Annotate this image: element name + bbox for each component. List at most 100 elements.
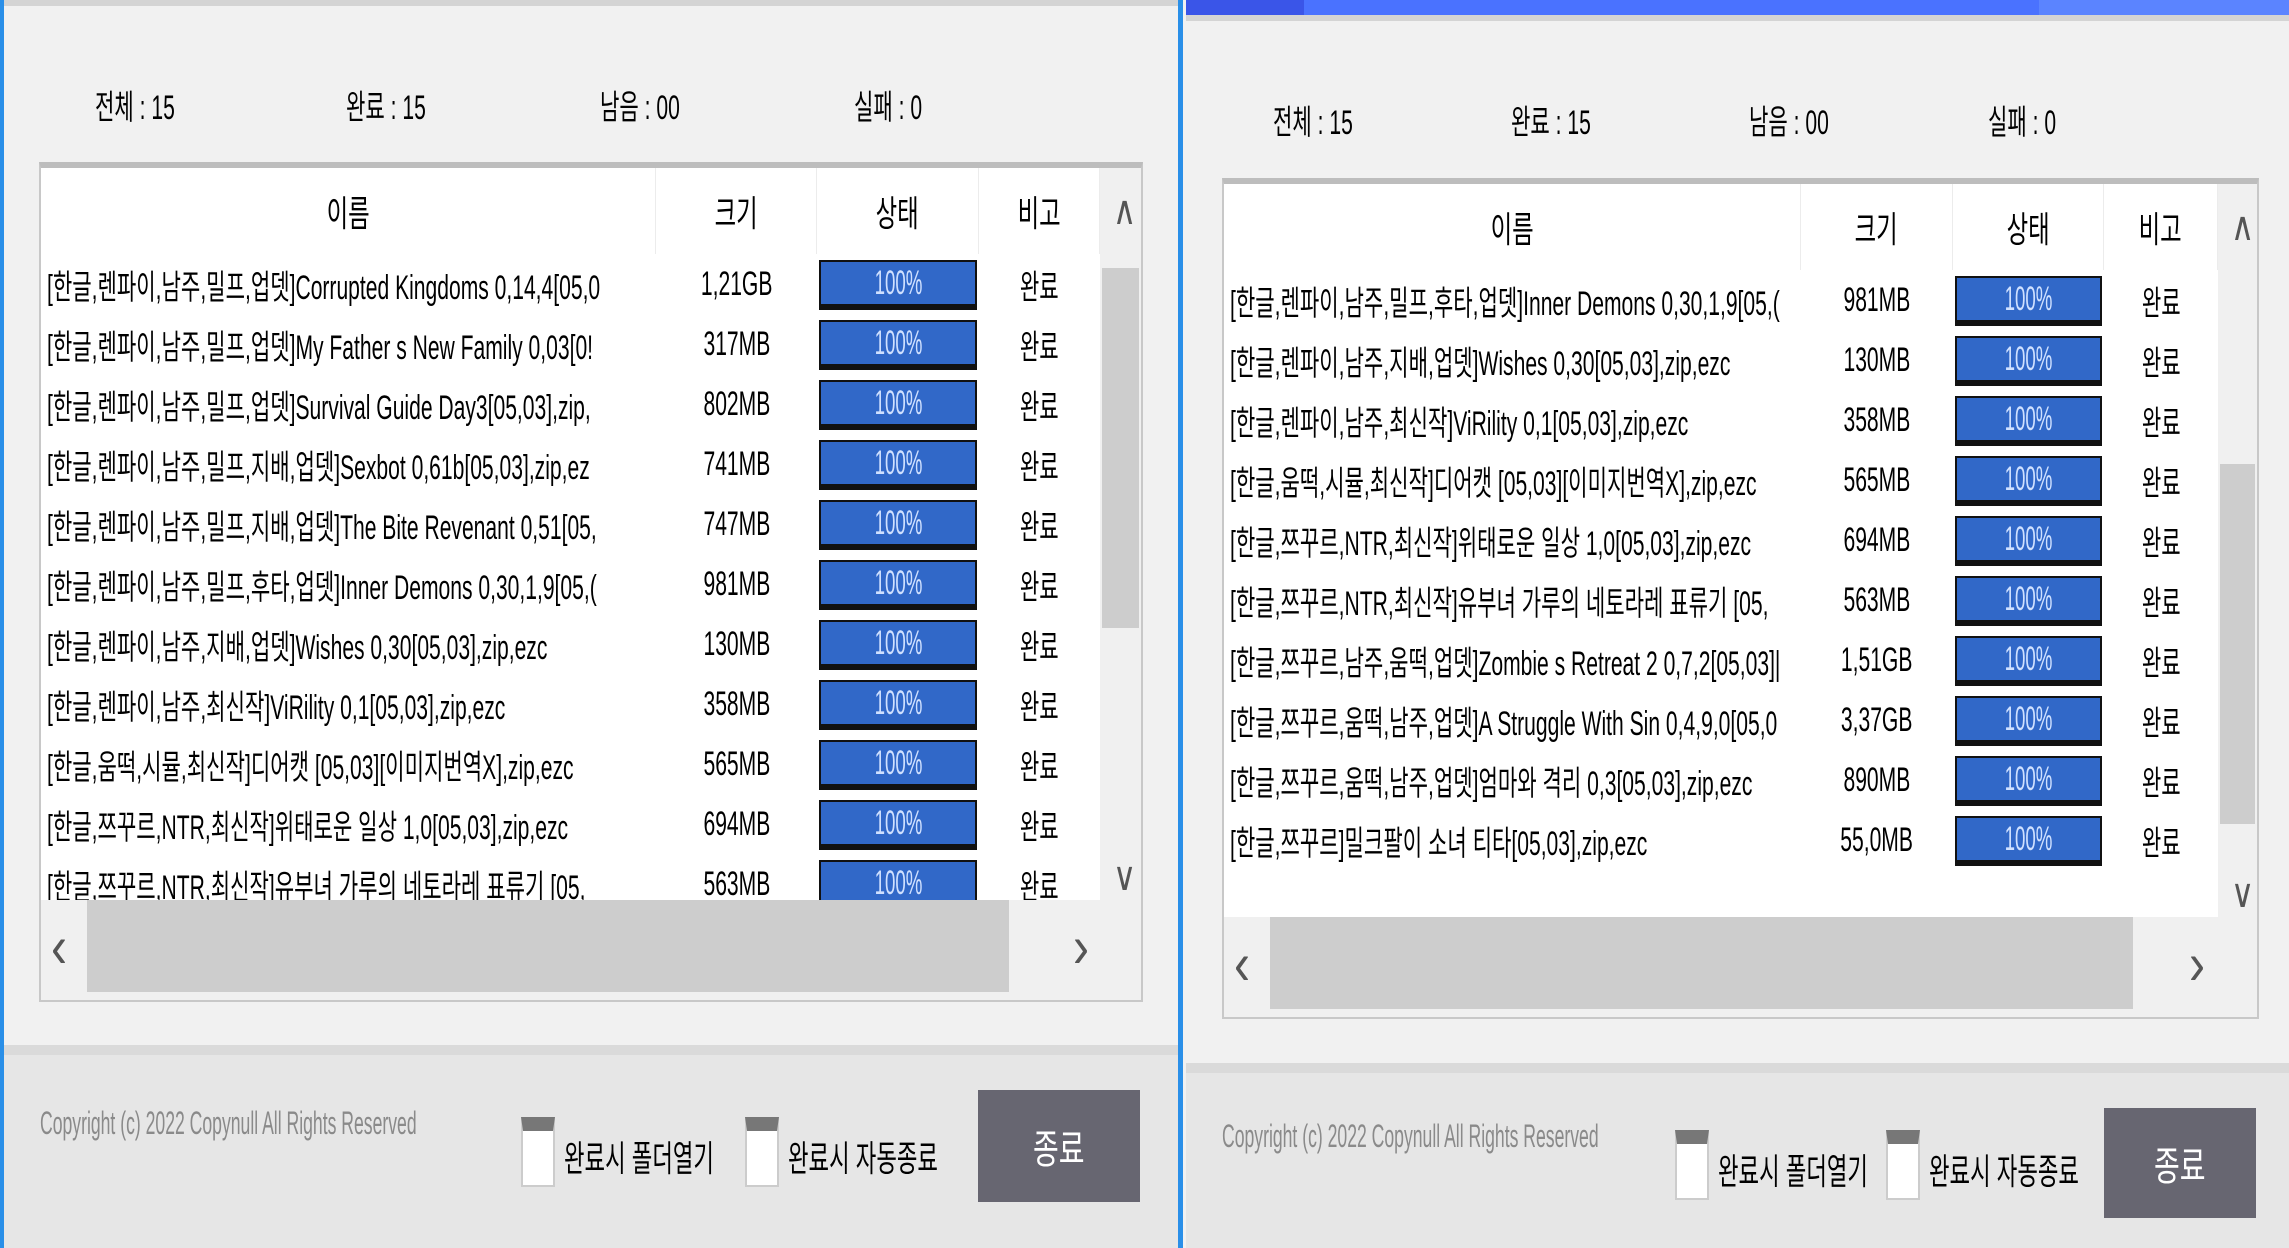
table-row[interactable]: [한글,쯔꾸르,NTR,최신작]유부녀 가루의 네토라레 표류기 [05, 563… xyxy=(1224,570,2218,630)
vertical-scrollbar[interactable]: ∧ ∨ xyxy=(1100,168,1141,900)
column-header-size[interactable]: 크기 xyxy=(656,168,817,254)
vertical-scroll-thumb[interactable] xyxy=(2220,464,2255,824)
file-note-text: 완료 xyxy=(2141,824,2181,863)
progress-bar: 100% xyxy=(1955,396,2102,446)
table-row[interactable]: [한글,쯔꾸르,움떡,남주,업뎃]A Struggle With Sin 0,4… xyxy=(1224,690,2218,750)
file-size: 565MB xyxy=(656,734,817,794)
table-row[interactable]: [한글,렌파이,남주,최신작]ViRility 0,1[05,03],zip,e… xyxy=(1224,390,2218,450)
table-row[interactable]: [한글,움떡,시뮬,최신작]디어캣 [05,03][이미지번역X],zip,ez… xyxy=(1224,450,2218,510)
file-size: 694MB xyxy=(656,794,817,854)
open-folder-checkbox[interactable] xyxy=(1675,1130,1709,1200)
scroll-right-icon[interactable]: › xyxy=(2189,930,2206,997)
file-note: 완료 xyxy=(2104,270,2218,330)
column-header-note[interactable]: 비고 xyxy=(2104,184,2218,270)
auto-exit-checkbox[interactable] xyxy=(745,1117,779,1187)
file-size-text: 981MB xyxy=(703,564,770,603)
table-row[interactable]: [한글,렌파이,남주,지배,업뎃]Wishes 0,30[05,03],zip,… xyxy=(41,614,1100,674)
progress-text: 100% xyxy=(2004,639,2053,678)
auto-exit-label: 완료시 자동종료 xyxy=(788,1138,938,1179)
file-size-text: 981MB xyxy=(1843,280,1911,319)
table-row[interactable]: [한글,렌파이,남주,밀프,후타,업뎃]Inner Demons 0,30,1,… xyxy=(1224,270,2218,330)
column-header-label: 상태 xyxy=(2006,209,2050,250)
file-size-text: 747MB xyxy=(703,504,770,543)
scroll-left-icon[interactable]: ‹ xyxy=(50,913,67,980)
exit-button[interactable]: 종료 xyxy=(2104,1108,2256,1218)
horizontal-scrollbar[interactable]: ‹ › xyxy=(1224,917,2257,1017)
table-row[interactable]: [한글,렌파이,남주,밀프,업뎃]My Father s New Family … xyxy=(41,314,1100,374)
file-note: 완료 xyxy=(979,794,1100,854)
vertical-scroll-thumb[interactable] xyxy=(1102,268,1139,628)
column-header-note[interactable]: 비고 xyxy=(979,168,1100,254)
table-row[interactable]: [한글,쯔꾸르,NTR,최신작]위태로운 일상 1,0[05,03],zip,e… xyxy=(1224,510,2218,570)
table-row[interactable]: [한글,렌파이,남주,밀프,지배,업뎃]The Bite Revenant 0,… xyxy=(41,494,1100,554)
file-name: [한글,움떡,시뮬,최신작]디어캣 [05,03][이미지번역X],zip,ez… xyxy=(1230,450,1801,510)
stat-total: 전체 : 15 xyxy=(1273,104,1353,142)
progress-bar: 100% xyxy=(1955,276,2102,326)
progress-text: 100% xyxy=(2004,339,2053,378)
table-row[interactable]: [한글,쯔꾸르]밀크팔이 소녀 티타[05,03],zip,ezc 55,0MB 1… xyxy=(1224,810,2218,870)
exit-button[interactable]: 종료 xyxy=(978,1090,1140,1202)
file-note-text: 완료 xyxy=(1020,328,1059,367)
file-size: 130MB xyxy=(1801,330,1953,390)
column-header-status[interactable]: 상태 xyxy=(817,168,979,254)
horizontal-scroll-thumb[interactable] xyxy=(87,900,1009,992)
column-header-label: 크기 xyxy=(1854,209,1899,250)
progress-text: 100% xyxy=(2004,759,2053,798)
table-row[interactable]: [한글,렌파이,남주,지배,업뎃]Wishes 0,30[05,03],zip,… xyxy=(1224,330,2218,390)
table-row[interactable]: [한글,렌파이,남주,밀프,후타,업뎃]Inner Demons 0,30,1,… xyxy=(41,554,1100,614)
progress-bar: 100% xyxy=(819,620,977,670)
progress-text: 100% xyxy=(874,863,922,902)
scroll-up-icon[interactable]: ∧ xyxy=(2230,205,2255,249)
vertical-scrollbar[interactable]: ∧ ∨ xyxy=(2218,184,2257,917)
table-row[interactable]: [한글,렌파이,남주,밀프,업뎃]Survival Guide Day3[05,… xyxy=(41,374,1100,434)
file-name-text: [한글,쯔꾸르,NTR,최신작]위태로운 일상 1,0[05,03],zip,e… xyxy=(1230,524,1752,563)
progress-text: 100% xyxy=(874,683,922,722)
file-note: 완료 xyxy=(2104,570,2218,630)
table-row[interactable]: [한글,쯔꾸르,NTR,최신작]위태로운 일상 1,0[05,03],zip,e… xyxy=(41,794,1100,854)
file-size-text: 358MB xyxy=(1843,400,1911,439)
exit-button-label: 종료 xyxy=(2154,1145,2206,1189)
scroll-up-icon[interactable]: ∧ xyxy=(1112,189,1137,233)
progress-bar: 100% xyxy=(1955,516,2102,566)
copyright-text: Copyright (c) 2022 Copynull All Rights R… xyxy=(1222,1118,1599,1154)
file-note-text: 완료 xyxy=(2141,704,2181,743)
file-name: [한글,렌파이,남주,밀프,후타,업뎃]Inner Demons 0,30,1,… xyxy=(1230,270,1801,330)
table-row[interactable]: [한글,렌파이,남주,최신작]ViRility 0,1[05,03],zip,e… xyxy=(41,674,1100,734)
horizontal-scroll-thumb[interactable] xyxy=(1270,917,2133,1009)
scroll-right-icon[interactable]: › xyxy=(1073,913,1090,980)
file-note: 완료 xyxy=(2104,390,2218,450)
file-size: 130MB xyxy=(656,614,817,674)
progress-bar: 100% xyxy=(819,260,977,310)
column-header-name[interactable]: 이름 xyxy=(41,168,656,254)
progress-bar: 100% xyxy=(1955,336,2102,386)
progress-text: 100% xyxy=(874,263,922,302)
file-note-text: 완료 xyxy=(2141,344,2181,383)
progress-text: 100% xyxy=(874,323,922,362)
progress-bar: 100% xyxy=(819,680,977,730)
open-folder-checkbox[interactable] xyxy=(521,1117,555,1187)
file-note-text: 완료 xyxy=(1020,808,1059,847)
table-row[interactable]: [한글,움떡,시뮬,최신작]디어캣 [05,03][이미지번역X],zip,ez… xyxy=(41,734,1100,794)
table-row[interactable]: [한글,쯔꾸르,움떡,남주,업뎃]엄마와 격리 0,3[05,03],zip,e… xyxy=(1224,750,2218,810)
file-size-text: 694MB xyxy=(1843,520,1911,559)
horizontal-scrollbar[interactable]: ‹ › xyxy=(41,900,1141,1000)
table-row[interactable]: [한글,렌파이,남주,밀프,지배,업뎃]Sexbot 0,61b[05,03],… xyxy=(41,434,1100,494)
progress-bar: 100% xyxy=(819,500,977,550)
file-note: 완료 xyxy=(979,494,1100,554)
file-list[interactable]: 이름 크기 상태 비고 [한글,렌파이,남주,밀프,후타,업뎃]Inner Demons… xyxy=(1222,178,2259,1019)
file-list[interactable]: 이름 크기 상태 비고 [한글,렌파이,남주,밀프,업뎃]Corrupted Kingd… xyxy=(39,162,1143,1002)
progress-text: 100% xyxy=(874,503,922,542)
column-header-size[interactable]: 크기 xyxy=(1801,184,1953,270)
table-row[interactable]: [한글,렌파이,남주,밀프,업뎃]Corrupted Kingdoms 0,14… xyxy=(41,254,1100,314)
scroll-down-icon[interactable]: ∨ xyxy=(1112,855,1137,899)
scroll-down-icon[interactable]: ∨ xyxy=(2230,872,2255,916)
column-header-label: 크기 xyxy=(714,193,758,234)
file-size: 565MB xyxy=(1801,450,1953,510)
column-header-name[interactable]: 이름 xyxy=(1224,184,1801,270)
column-header-status[interactable]: 상태 xyxy=(1953,184,2104,270)
scroll-left-icon[interactable]: ‹ xyxy=(1233,930,1250,997)
table-row[interactable]: [한글,쯔꾸르,남주,움떡,업뎃]Zombie s Retreat 2 0,7,… xyxy=(1224,630,2218,690)
file-size-text: 565MB xyxy=(703,744,770,783)
column-header-label: 이름 xyxy=(1490,209,1534,250)
auto-exit-checkbox[interactable] xyxy=(1886,1130,1920,1200)
